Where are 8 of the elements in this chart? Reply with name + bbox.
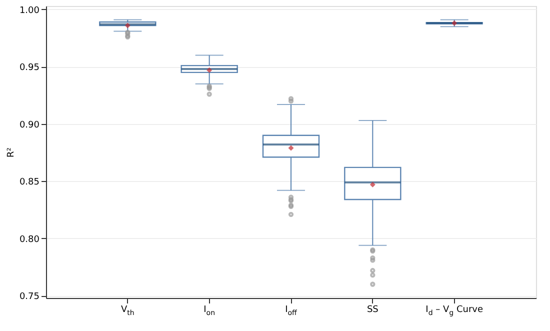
- y-tick-label: 0.95: [19, 63, 40, 74]
- y-tick-label: 0.75: [19, 292, 40, 302]
- y-axis-title: R²: [6, 147, 16, 158]
- y-tick-label: 0.85: [19, 178, 40, 188]
- y-tick-label: 0.90: [19, 120, 40, 130]
- x-tick-label: SS: [366, 305, 379, 315]
- y-tick-label: 1.00: [19, 6, 40, 16]
- y-tick-label: 0.80: [19, 234, 40, 245]
